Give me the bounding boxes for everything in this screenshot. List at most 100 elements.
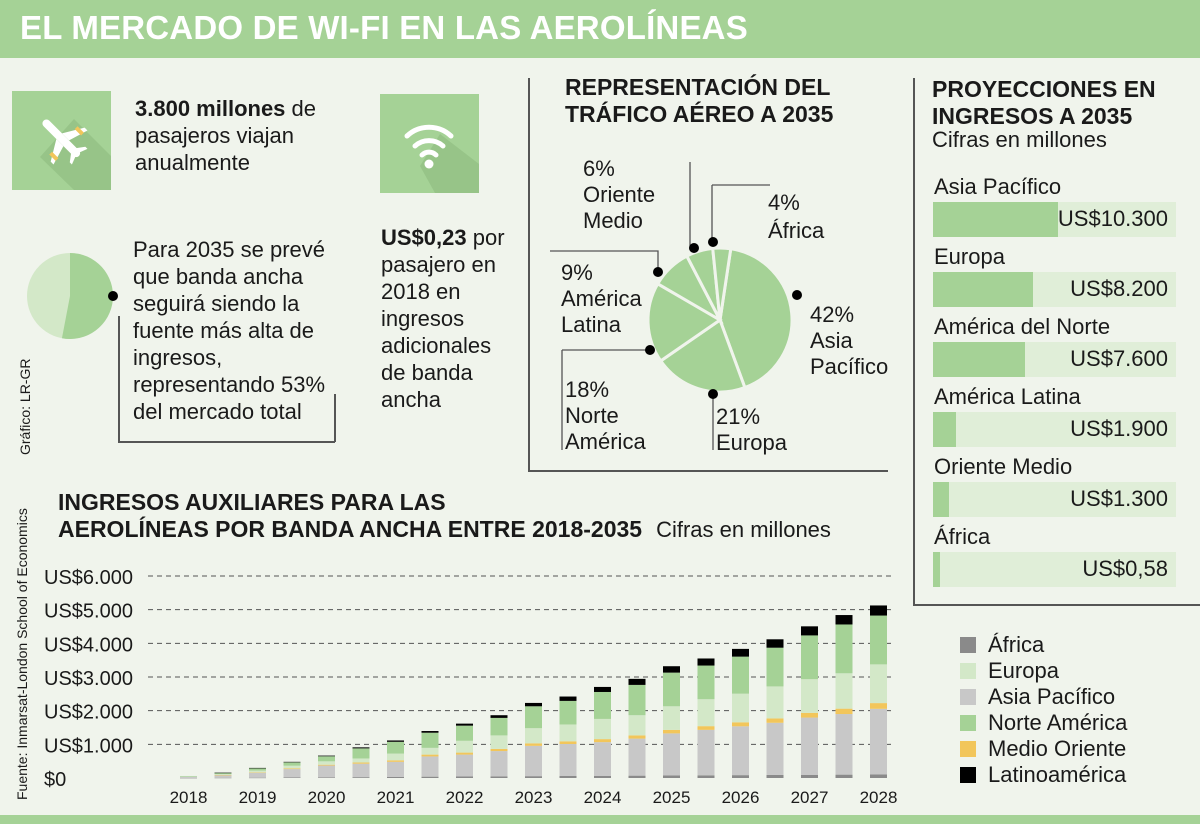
revenue-rest: por xyxy=(466,225,505,250)
bar-segment-europa xyxy=(697,699,715,727)
bar-segment-latinoamérica xyxy=(456,723,473,726)
bar-segment-norte-américa xyxy=(214,772,232,775)
bar-segment-áfrica xyxy=(249,777,266,779)
bar-segment-latinoamérica xyxy=(352,747,370,749)
broadband-line: que banda ancha xyxy=(133,264,304,289)
bar-segment-norte-américa xyxy=(525,706,542,729)
dot-norte xyxy=(645,345,655,355)
bar-segment-medio-oriente xyxy=(732,722,749,727)
bar-segment-medio-oriente xyxy=(835,708,853,715)
revenue-line: de banda xyxy=(381,360,473,385)
bar-segment-norte-américa xyxy=(249,768,266,771)
pie-title-line: TRÁFICO AÉREO A 2035 xyxy=(565,101,834,127)
pie-label-norte: 18% Norte América xyxy=(565,377,646,455)
bar-segment-latinoamérica xyxy=(870,605,887,616)
pie-slice-norte-américa xyxy=(646,281,723,363)
legend-item: Medio Oriente xyxy=(960,736,1126,762)
broadband-line: representando xyxy=(133,372,281,397)
passengers-bold: 3.800 millones xyxy=(135,96,286,121)
pie-pct: 42% xyxy=(810,302,855,327)
bar-segment-medio-oriente xyxy=(525,743,542,746)
bar-segment-áfrica xyxy=(352,777,370,778)
bar-segment-europa xyxy=(249,770,266,773)
pie-pct: 21% xyxy=(716,404,761,429)
revenue-line: adicionales xyxy=(381,333,492,358)
bar-segment-latinoamérica xyxy=(559,696,577,701)
legend-item: Europa xyxy=(960,658,1059,684)
pie-pct: 4% xyxy=(768,190,800,215)
pie-slice-europa xyxy=(658,317,747,394)
bar-segment-europa xyxy=(283,765,301,769)
bar-segment-medio-oriente xyxy=(663,729,680,734)
traffic-pie xyxy=(646,246,794,394)
bar-segment-norte-américa xyxy=(456,725,473,741)
x-tick-label: 2019 xyxy=(239,788,277,807)
bar-segment-asia-pacífico xyxy=(180,776,197,778)
x-tick-label: 2024 xyxy=(584,788,622,807)
legend-swatch xyxy=(960,741,976,757)
mini-pie xyxy=(27,253,118,339)
pie-pct: 6% xyxy=(583,156,615,181)
projection-label: África xyxy=(934,524,991,549)
bar-segment-europa xyxy=(180,776,197,777)
bar-segment-europa xyxy=(801,679,818,713)
legend-label: Norte América xyxy=(988,710,1128,735)
bar-segment-norte-américa xyxy=(283,762,301,766)
dot-oriente xyxy=(689,243,699,253)
panel-divider xyxy=(913,78,915,605)
bar-segment-asia-pacífico xyxy=(249,772,266,778)
bar-segment-áfrica xyxy=(490,776,508,778)
projection-value: US$0,58 xyxy=(1082,556,1168,581)
projection-bar-track xyxy=(933,482,1176,517)
bar-segment-norte-américa xyxy=(559,700,577,725)
wifi-icon-box xyxy=(380,94,479,193)
projection-bar-fill xyxy=(933,552,941,587)
bar-segment-áfrica xyxy=(663,775,680,778)
pie-label-europa: 21% Europa xyxy=(716,404,787,456)
bar-segment-latinoamérica xyxy=(249,767,266,769)
x-tick-label: 2023 xyxy=(515,788,553,807)
projection-value: US$10.300 xyxy=(1057,206,1168,231)
bar-segment-áfrica xyxy=(559,775,577,778)
dot-africa xyxy=(708,237,718,247)
y-tick-label: US$6.000 xyxy=(44,567,133,589)
bar-segment-latinoamérica xyxy=(801,626,818,636)
broadband-line: seguirá siendo la xyxy=(133,291,300,316)
projection-bar-track xyxy=(933,552,1176,587)
bar-segment-latinoamérica xyxy=(732,648,749,657)
y-tick-label: $0 xyxy=(44,769,66,791)
x-tick-label: 2025 xyxy=(653,788,691,807)
bar-segment-asia-pacífico xyxy=(421,756,439,777)
pie-name: Oriente xyxy=(583,182,656,207)
projection-label: América Latina xyxy=(934,384,1081,409)
panel-divider xyxy=(528,470,888,472)
bar-segment-norte-américa xyxy=(387,741,404,754)
pie-title: REPRESENTACIÓN DEL TRÁFICO AÉREO A 2035 xyxy=(565,74,833,128)
projections-title-line: INGRESOS A 2035 xyxy=(932,103,1133,129)
bar-segment-latinoamérica xyxy=(283,761,301,763)
bar-segment-áfrica xyxy=(456,776,473,778)
bar-segment-latinoamérica xyxy=(628,678,646,685)
legend-item: Norte América xyxy=(960,710,1127,736)
legend-swatch xyxy=(960,689,976,705)
mini-pie-dot xyxy=(108,291,118,301)
pie-slice-áfrica xyxy=(711,246,733,321)
projection-value: US$1.300 xyxy=(1070,486,1168,511)
pie-leaders xyxy=(550,162,802,450)
legend-swatch xyxy=(960,767,976,783)
bar-segment-asia-pacífico xyxy=(490,751,508,777)
bar-segment-asia-pacífico xyxy=(318,765,335,778)
bar-segment-norte-américa xyxy=(490,717,508,736)
legend-label: África xyxy=(988,632,1045,657)
projection-bar-fill xyxy=(933,202,1059,237)
revenue-fact: US$0,23 por pasajero en 2018 en ingresos… xyxy=(381,224,531,413)
bar-segment-medio-oriente xyxy=(352,762,370,764)
legend-item: África xyxy=(960,632,1044,658)
bar-segment-medio-oriente xyxy=(559,741,577,744)
pie-name: América xyxy=(565,429,646,454)
broadband-pct: 53% xyxy=(281,372,326,397)
pie-name: África xyxy=(768,218,825,243)
bar-segment-asia-pacífico xyxy=(387,761,404,777)
airplane-icon xyxy=(40,119,111,190)
bar-segment-latinoamérica xyxy=(525,702,542,707)
